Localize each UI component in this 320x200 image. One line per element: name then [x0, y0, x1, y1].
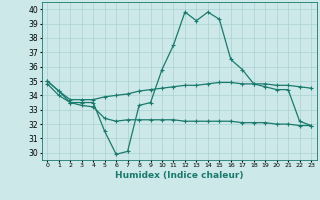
X-axis label: Humidex (Indice chaleur): Humidex (Indice chaleur): [115, 171, 244, 180]
